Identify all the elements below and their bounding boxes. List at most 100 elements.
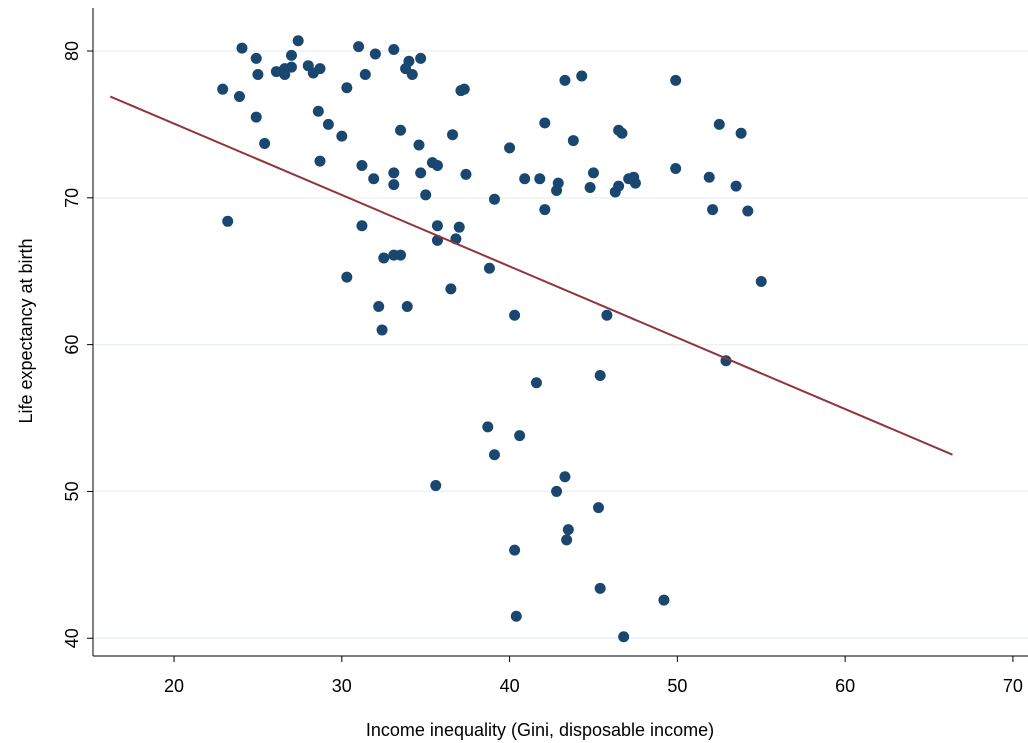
point — [395, 249, 407, 261]
point — [292, 35, 304, 47]
point — [406, 69, 418, 81]
point — [458, 83, 470, 95]
point — [222, 215, 234, 227]
point — [341, 82, 353, 94]
point — [567, 135, 579, 147]
point — [561, 534, 573, 546]
point — [618, 631, 630, 643]
point — [552, 177, 564, 189]
point — [742, 205, 754, 217]
point — [629, 177, 641, 189]
point — [285, 61, 297, 73]
point — [322, 118, 334, 130]
point — [431, 220, 443, 232]
point — [509, 544, 521, 556]
point — [415, 52, 427, 64]
point — [730, 180, 742, 192]
x-tick-label: 20 — [164, 676, 184, 696]
point — [401, 300, 413, 312]
y-axis-label: Life expectancy at birth — [16, 238, 36, 423]
point — [376, 324, 388, 336]
point — [584, 182, 596, 194]
point — [403, 55, 415, 67]
point — [530, 377, 542, 389]
point — [559, 471, 571, 483]
point — [482, 421, 494, 433]
point — [413, 139, 425, 151]
point — [388, 44, 400, 56]
point — [576, 70, 588, 82]
point — [559, 74, 571, 86]
point — [488, 449, 500, 461]
point — [369, 48, 381, 60]
point — [270, 66, 282, 78]
point — [279, 69, 291, 81]
point — [670, 162, 682, 174]
point — [594, 582, 606, 594]
point — [252, 69, 264, 81]
point — [670, 74, 682, 86]
point — [488, 193, 500, 205]
point — [509, 309, 521, 321]
x-tick-label: 40 — [500, 676, 520, 696]
point — [217, 83, 229, 95]
point — [504, 142, 516, 154]
point — [562, 524, 574, 536]
point — [388, 179, 400, 191]
y-tick-label: 70 — [62, 188, 82, 208]
x-tick-label: 70 — [1003, 676, 1023, 696]
point — [616, 127, 628, 139]
y-tick-label: 40 — [62, 628, 82, 648]
point — [356, 220, 368, 232]
point — [707, 204, 719, 216]
point — [534, 173, 546, 185]
point — [445, 283, 457, 295]
point — [539, 117, 551, 129]
fit-line — [109, 95, 953, 456]
point — [233, 91, 245, 103]
point — [735, 127, 747, 139]
x-axis-label: Income inequality (Gini, disposable inco… — [366, 720, 714, 740]
point — [250, 111, 262, 123]
point — [460, 168, 472, 180]
point — [453, 221, 465, 233]
point — [356, 160, 368, 172]
point — [388, 167, 400, 179]
point — [368, 173, 380, 185]
point — [431, 160, 443, 172]
point — [601, 309, 613, 321]
y-tick-label: 80 — [62, 41, 82, 61]
point — [259, 138, 271, 150]
point — [373, 300, 385, 312]
point — [353, 41, 365, 53]
point — [594, 369, 606, 381]
x-tick-label: 60 — [835, 676, 855, 696]
point — [341, 271, 353, 283]
point — [519, 173, 531, 185]
point — [539, 204, 551, 216]
point — [415, 167, 427, 179]
point — [314, 155, 326, 167]
point — [447, 129, 459, 141]
point — [593, 502, 605, 514]
point — [236, 42, 248, 54]
y-tick-label: 50 — [62, 481, 82, 501]
point — [587, 167, 599, 179]
point — [658, 594, 670, 606]
x-tick-label: 30 — [332, 676, 352, 696]
point — [359, 69, 371, 81]
point — [336, 130, 348, 142]
point — [250, 52, 262, 64]
point — [703, 171, 715, 183]
point — [613, 180, 625, 192]
point — [713, 118, 725, 130]
x-tick-label: 50 — [667, 676, 687, 696]
point — [420, 189, 432, 201]
point — [483, 262, 495, 274]
point — [285, 49, 297, 61]
point — [551, 485, 563, 497]
point — [312, 105, 324, 117]
point — [755, 275, 767, 287]
point — [314, 63, 326, 75]
